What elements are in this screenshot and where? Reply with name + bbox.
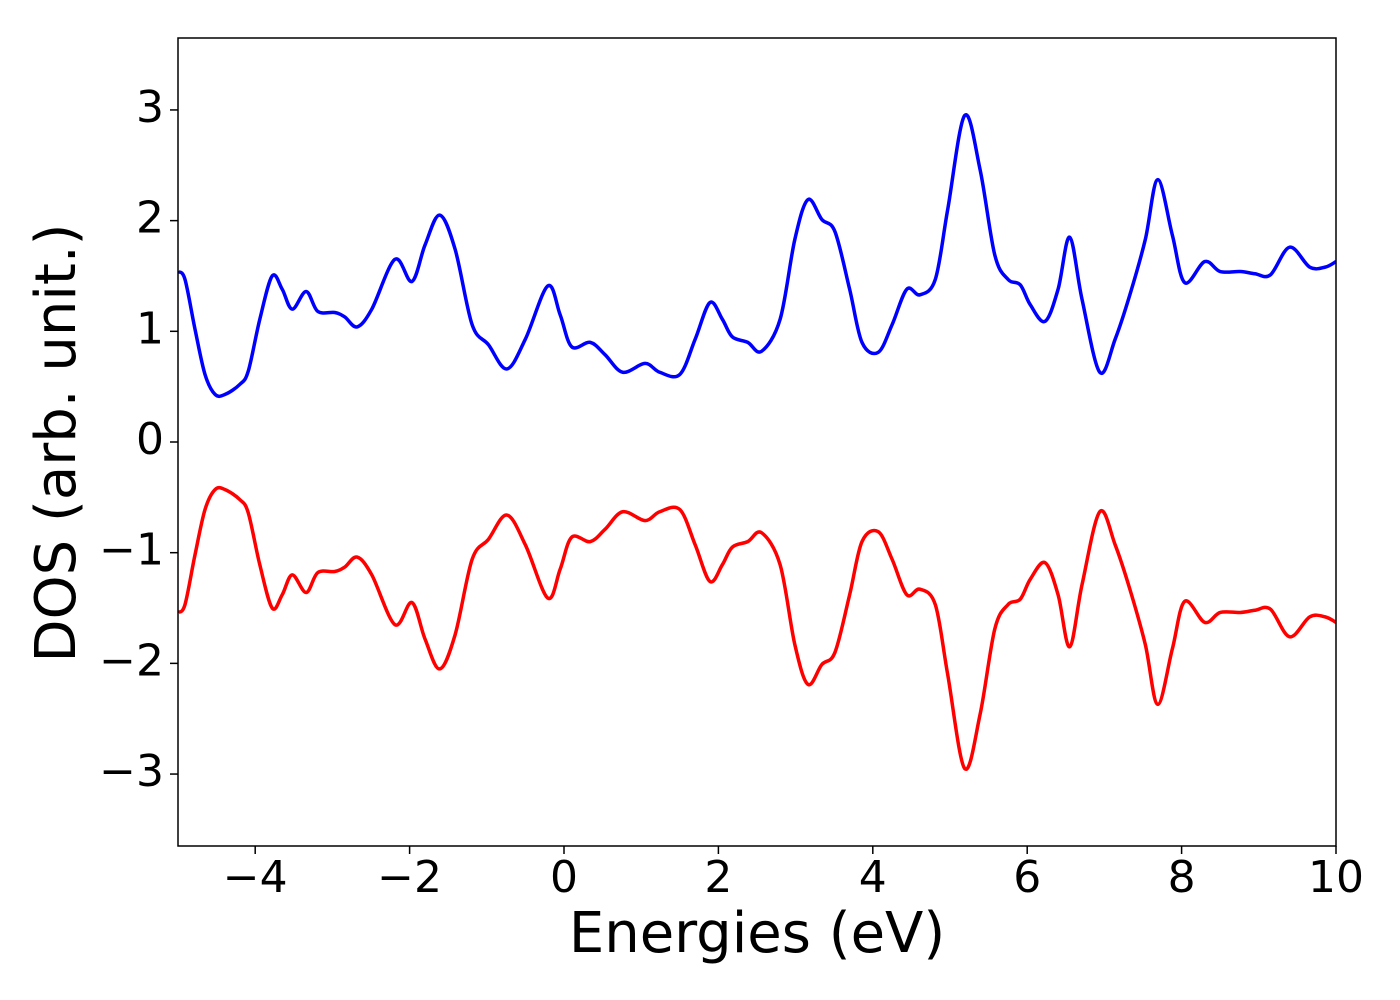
x-tick-label: 6 (1013, 852, 1041, 903)
y-tick-label: 3 (136, 82, 164, 133)
y-tick-label: −3 (99, 746, 164, 797)
y-tick-label: 2 (136, 193, 164, 244)
plot-frame (177, 37, 1337, 847)
x-tick-label: 8 (1168, 852, 1196, 903)
x-tick-label: 4 (859, 852, 887, 903)
series-line (178, 113, 1336, 399)
y-tick-label: −1 (99, 525, 164, 576)
y-axis-label: DOS (arb. unit.) (24, 223, 89, 662)
series-line (178, 485, 1336, 771)
x-tick-label: 0 (550, 852, 578, 903)
x-tick-label: 10 (1308, 852, 1364, 903)
x-axis-label: Energies (eV) (569, 901, 945, 966)
y-tick-label: 1 (136, 303, 164, 354)
y-tick-label: 0 (136, 414, 164, 465)
x-tick-label: −4 (223, 852, 288, 903)
plot-area (178, 113, 1336, 771)
y-tick-label: −2 (99, 635, 164, 686)
x-tick-label: 2 (704, 852, 732, 903)
x-tick-label: −2 (377, 852, 442, 903)
